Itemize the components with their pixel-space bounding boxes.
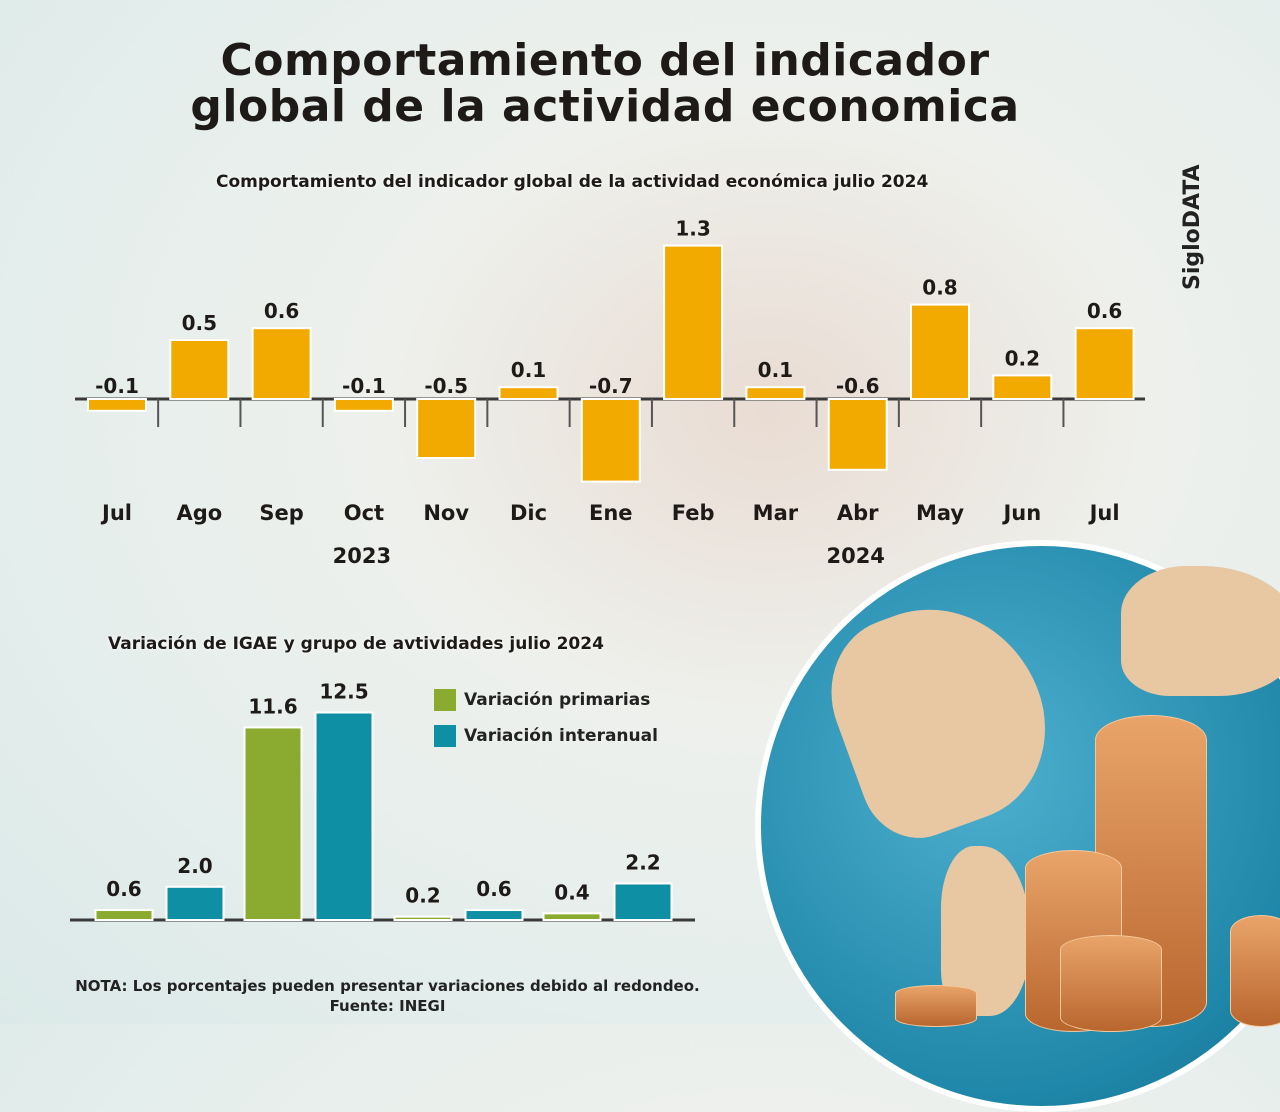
data-label: 0.5	[182, 311, 217, 335]
x-tick-label: Ene	[589, 501, 633, 525]
legend-swatch	[434, 689, 456, 711]
x-tick-label: Ago	[176, 501, 222, 525]
data-label: 12.5	[319, 680, 368, 704]
bar-jul	[1074, 327, 1135, 401]
bar-mar	[745, 386, 806, 401]
bar-primarias	[393, 915, 453, 921]
data-label: 0.2	[1005, 346, 1040, 370]
x-tick-label: Dic	[510, 501, 547, 525]
bar-interanual	[165, 885, 225, 921]
bar-ago	[169, 339, 230, 400]
bar-nov	[416, 398, 477, 459]
data-label: 0.6	[1087, 299, 1122, 323]
x-tick-label: Nov	[423, 501, 469, 525]
data-label: 2.0	[177, 854, 212, 878]
data-label: 11.6	[248, 694, 297, 718]
data-label: 0.4	[554, 880, 589, 904]
bar-primarias	[542, 912, 602, 921]
year-label: 2024	[826, 544, 884, 568]
bar-jun	[992, 374, 1053, 400]
bar-may	[910, 303, 970, 401]
year-label: 2023	[333, 544, 391, 568]
data-label: 0.6	[264, 299, 299, 323]
x-tick-label: Sep	[259, 501, 303, 525]
bar-dic	[498, 386, 559, 401]
bar-sep	[251, 327, 312, 401]
bar-interanual	[314, 711, 374, 921]
data-label: 2.2	[625, 850, 660, 874]
data-label: 0.8	[922, 276, 957, 300]
data-label: -0.5	[424, 374, 468, 398]
x-tick-label: Mar	[753, 501, 799, 525]
data-label: 0.2	[405, 884, 440, 908]
chart2-title: Variación de IGAE y grupo de avtividades…	[108, 634, 604, 654]
bar-interanual	[613, 882, 673, 921]
bar-ene	[580, 398, 641, 483]
x-tick-label: Oct	[344, 501, 384, 525]
x-tick-label: Jun	[1001, 501, 1041, 525]
x-tick-label: Feb	[672, 501, 715, 525]
title-line-1: Comportamiento del indicador	[220, 35, 990, 86]
footnote: NOTA: Los porcentajes pueden presentar v…	[0, 976, 775, 1016]
bar-primarias	[243, 726, 303, 921]
x-tick-label: Abr	[837, 501, 879, 525]
legend-item-interanual: Variación interanual	[434, 725, 658, 747]
bar-primarias	[94, 909, 154, 921]
bar-interanual	[464, 909, 524, 921]
data-label: -0.1	[342, 374, 386, 398]
legend-item-primarias: Variación primarias	[434, 689, 650, 711]
source-text: Fuente: INEGI	[329, 997, 446, 1015]
title-line-2: global de la actividad economica	[190, 81, 1020, 132]
data-label: -0.1	[95, 374, 139, 398]
data-label: 0.1	[758, 358, 793, 382]
chart1-title: Comportamiento del indicador global de l…	[216, 172, 929, 192]
x-tick-label: May	[916, 501, 964, 525]
data-label: 0.6	[476, 877, 511, 901]
data-label: 1.3	[675, 217, 710, 241]
data-label: 0.1	[511, 358, 546, 382]
bar-jul	[87, 398, 147, 412]
data-label: -0.6	[836, 374, 880, 398]
legend-label: Variación primarias	[464, 690, 651, 710]
charts-svg: -0.1 Jul 0.5 Ago 0.6 Sep -0.1 Oct -0.5 Nov 0.1 Dic -…	[70, 217, 1145, 922]
x-tick-label: Jul	[100, 501, 132, 525]
data-label: -0.7	[589, 374, 633, 398]
legend-label: Variación interanual	[464, 726, 658, 746]
legend-swatch	[434, 725, 456, 747]
bar-oct	[333, 398, 394, 412]
data-label: 0.6	[106, 877, 141, 901]
main-title: Comportamiento del indicador global de l…	[0, 38, 1210, 130]
x-tick-label: Jul	[1088, 501, 1120, 525]
note-text: NOTA: Los porcentajes pueden presentar v…	[75, 977, 700, 995]
bar-abr	[827, 398, 888, 471]
bar-feb	[663, 244, 724, 400]
